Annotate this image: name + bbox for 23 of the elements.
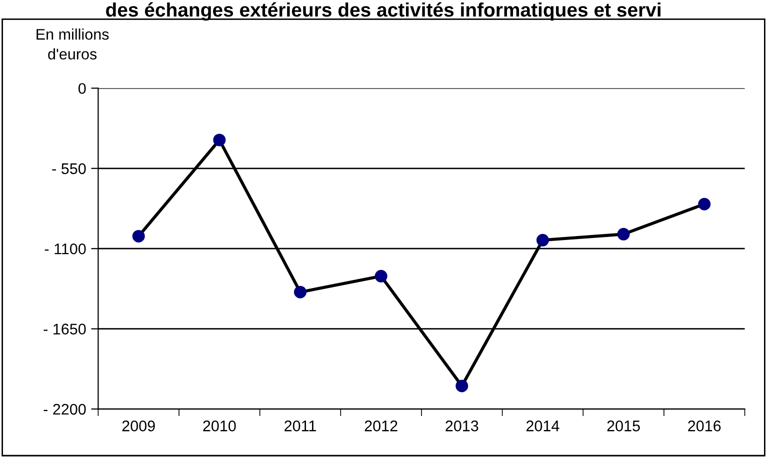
point — [294, 286, 306, 298]
point — [456, 380, 468, 392]
point — [374, 270, 388, 282]
x-tick-label: 2013 — [446, 420, 478, 432]
x-tick-label: 2009 — [122, 420, 155, 432]
x-tick-label: 2016 — [688, 420, 721, 432]
x-tick-label: 2010 — [203, 420, 236, 432]
x-tick-label: 2014 — [526, 420, 560, 432]
point — [213, 134, 226, 146]
y-tick-label: - 2200 — [44, 404, 86, 415]
x-tick-label: 2011 — [284, 420, 316, 432]
chart-title: des échanges extérieurs des activités informatiques et servi — [106, 2, 660, 21]
y-axis-title: En millions d'euros — [36, 28, 109, 60]
point — [617, 228, 630, 240]
point — [132, 230, 145, 242]
y-tick-label: - 1100 — [44, 243, 86, 254]
point — [536, 234, 549, 246]
y-tick-label: - 550 — [52, 163, 86, 174]
y-tick-label: - 1650 — [44, 324, 86, 334]
y-tick-label: 0 — [78, 83, 86, 94]
x-tick-label: 2015 — [607, 420, 640, 432]
point — [698, 198, 711, 210]
x-tick-label: 2012 — [364, 420, 398, 432]
